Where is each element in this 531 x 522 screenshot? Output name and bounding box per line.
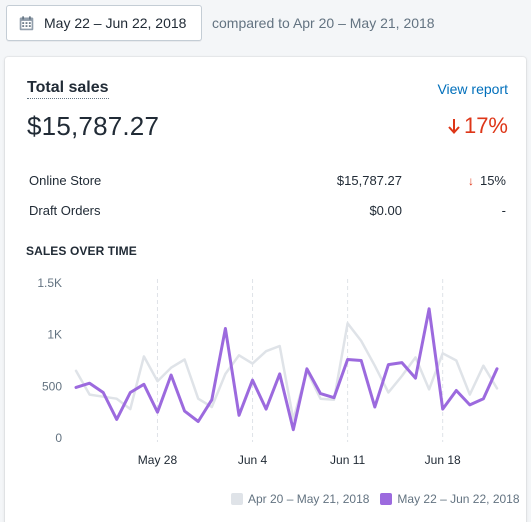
calendar-icon [19,15,34,30]
x-tick-label: Jun 4 [238,453,268,467]
legend-label-current: May 22 – Jun 22, 2018 [397,492,520,506]
total-sales-value: $15,787.27 [27,111,160,141]
series-line-current [74,307,499,432]
arrow-down-icon: ↓ [467,173,474,188]
legend-swatch-current [380,493,393,505]
row-change: - [502,203,506,218]
total-change: 17% [447,113,508,139]
card-title[interactable]: Total sales [27,79,109,99]
x-tick-label: Jun 11 [330,453,365,467]
y-tick-label: 0 [55,431,62,445]
row-change-value: 15% [479,173,506,188]
legend-item-previous[interactable]: Apr 20 – May 21, 2018 [231,492,369,506]
chart-svg: 1.5K 1K 500 0 May 28 Jun 4 Jun 11 Jun 18 [37,276,499,467]
section-title: SALES OVER TIME [26,244,137,258]
y-tick-label: 1.5K [37,276,62,290]
breakdown-row-online-store: Online Store $15,787.27 ↓ 15% [29,173,506,193]
y-tick-label: 1K [47,328,62,342]
x-tick-label: Jun 18 [425,453,461,467]
row-name: Online Store [29,173,102,188]
arrow-down-icon [448,119,460,134]
legend-item-current[interactable]: May 22 – Jun 22, 2018 [380,492,520,506]
breakdown-row-draft-orders: Draft Orders $0.00 - [29,203,506,223]
x-tick-label: May 28 [138,453,178,467]
view-report-link[interactable]: View report [437,81,508,97]
date-range-button[interactable]: May 22 – Jun 22, 2018 [6,5,202,41]
total-sales-card: Total sales View report $15,787.27 17% O… [5,57,526,522]
row-amount: $15,787.27 [336,173,402,188]
row-change-value: - [501,203,506,218]
row-change: ↓ 15% [468,173,506,188]
total-change-value: 17% [463,113,508,138]
row-name: Draft Orders [29,203,101,218]
date-range-label: May 22 – Jun 22, 2018 [44,15,187,31]
legend-label-previous: Apr 20 – May 21, 2018 [248,492,370,506]
sales-over-time-chart: 1.5K 1K 500 0 May 28 Jun 4 Jun 11 Jun 18 [5,257,526,522]
date-controls: May 22 – Jun 22, 2018 compared to Apr 20… [6,5,435,41]
legend-swatch-previous [231,493,243,505]
y-tick-label: 500 [42,379,62,393]
chart-legend: Apr 20 – May 21, 2018 May 22 – Jun 22, 2… [231,492,525,506]
series-line-previous [74,322,499,421]
row-amount: $0.00 [369,203,402,218]
compare-range-text: compared to Apr 20 – May 21, 2018 [212,15,435,31]
